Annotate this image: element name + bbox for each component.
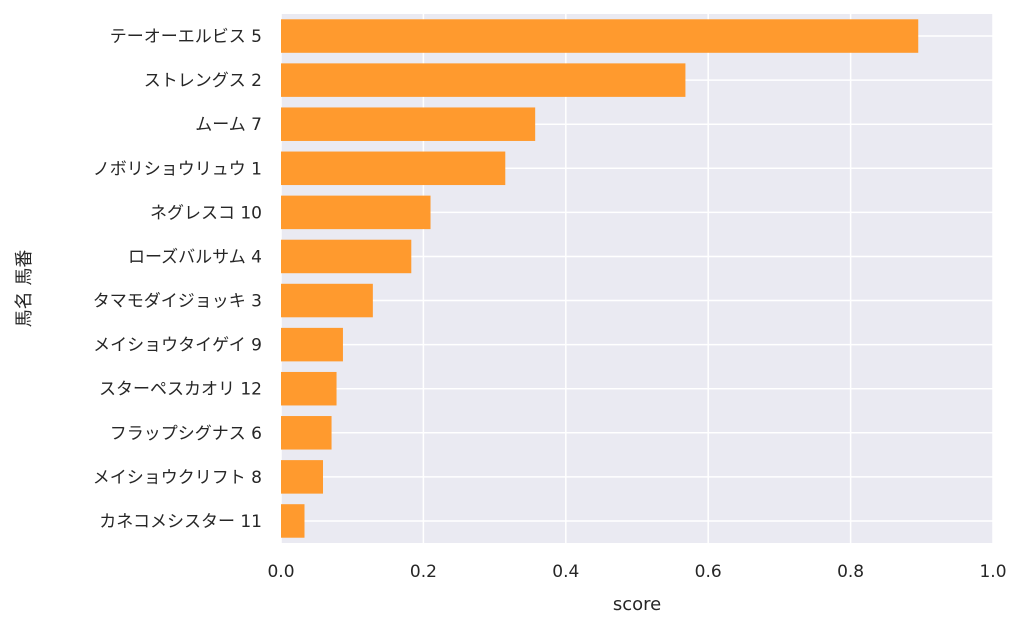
x-tick-label: 0.0 (267, 562, 294, 582)
x-tick-label: 0.4 (552, 562, 579, 582)
x-tick-label: 0.2 (410, 562, 437, 582)
category-label: タマモダイジョッキ 3 (93, 292, 262, 312)
bar (281, 283, 373, 318)
x-tick-labels: 0.0 0.2 0.4 0.6 0.8 1.0 (267, 562, 1006, 582)
x-tick-label: 0.8 (837, 562, 864, 582)
bar (281, 107, 536, 141)
bar (281, 63, 686, 97)
bar (281, 504, 305, 538)
bar (281, 151, 506, 186)
bar (281, 416, 332, 450)
category-label: スターペスカオリ 12 (99, 380, 262, 400)
category-label: メイショウクリフト 8 (93, 468, 262, 488)
category-label: ストレングス 2 (144, 71, 262, 91)
bar (281, 371, 337, 406)
category-label: ノボリショウリュウ 1 (93, 159, 262, 179)
bar (281, 19, 919, 53)
category-label: テーオーエルビス 5 (110, 27, 262, 47)
category-label: メイショウタイゲイ 9 (93, 336, 262, 356)
category-label: ムーム 7 (195, 115, 262, 135)
bars (281, 19, 919, 538)
category-label: ネグレスコ 10 (150, 203, 262, 223)
y-category-labels: テーオーエルビス 5 ストレングス 2 ムーム 7 ノボリショウリュウ 1 ネグレスコ … (93, 27, 262, 532)
plot-area (281, 14, 993, 543)
y-axis-label: 馬名 馬番 (14, 250, 35, 328)
bar (281, 195, 431, 230)
category-label: カネコメシスター 11 (99, 512, 262, 532)
x-tick-label: 1.0 (979, 562, 1006, 582)
bar (281, 327, 343, 362)
x-axis-label: score (613, 594, 661, 615)
category-label: ローズバルサム 4 (128, 247, 262, 267)
bar (281, 460, 324, 494)
bar (281, 239, 412, 274)
category-label: フラップシグナス 6 (110, 424, 262, 444)
x-tick-label: 0.6 (695, 562, 722, 582)
